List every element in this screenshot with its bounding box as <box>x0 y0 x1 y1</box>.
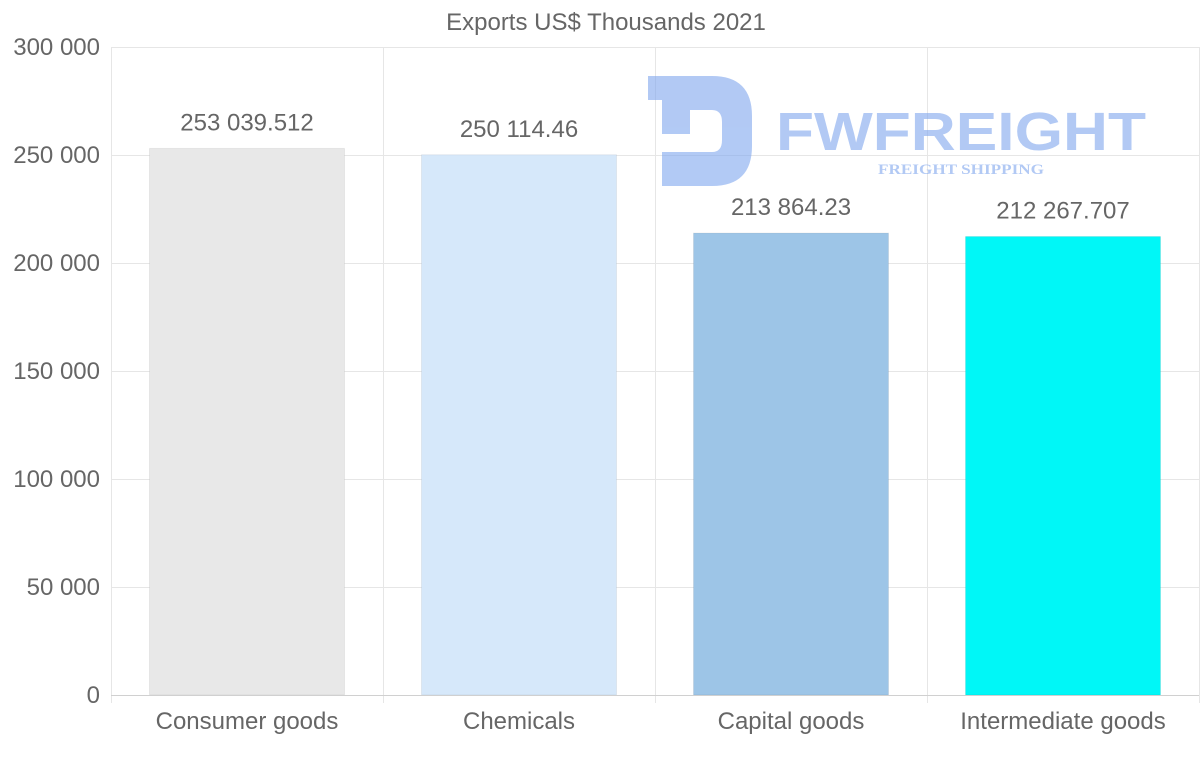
bar-value-label: 253 039.512 <box>180 109 313 136</box>
y-tick-label: 150 000 <box>13 358 100 385</box>
y-tick-label: 50 000 <box>27 574 100 601</box>
y-tick-label: 200 000 <box>13 250 100 277</box>
fw-logo-icon <box>648 76 752 186</box>
bar <box>965 236 1161 696</box>
y-axis-ticks: 0 50 000 100 000 150 000 200 000 250 000 300 0… <box>13 34 100 709</box>
bar <box>149 147 345 696</box>
value-labels: 253 039.512 250 114.46 213 864.23 212 267.7… <box>180 109 1129 224</box>
y-tick-label: 300 000 <box>13 34 100 61</box>
watermark-brand: FWFREIGHT <box>776 102 1146 162</box>
y-tick-label: 0 <box>87 682 100 709</box>
x-tick-label: Consumer goods <box>156 708 339 735</box>
watermark-tagline: FREIGHT SHIPPING <box>878 162 1044 178</box>
chart-title: Exports US$ Thousands 2021 <box>446 9 766 36</box>
bar-value-label: 250 114.46 <box>460 116 578 143</box>
y-tick-label: 250 000 <box>13 142 100 169</box>
y-tick-label: 100 000 <box>13 466 100 493</box>
bar-value-label: 212 267.707 <box>996 198 1129 225</box>
bars <box>149 147 1161 696</box>
bar <box>421 154 617 696</box>
x-tick-label: Capital goods <box>718 708 865 735</box>
bar <box>693 232 889 696</box>
bar-value-label: 213 864.23 <box>731 194 851 221</box>
x-axis-ticks: Consumer goods Chemicals Capital goods Inte… <box>156 708 1166 735</box>
watermark-logo: FWFREIGHT FREIGHT SHIPPING <box>648 76 1146 186</box>
x-tick-label: Chemicals <box>463 708 575 735</box>
x-tick-label: Intermediate goods <box>960 708 1165 735</box>
